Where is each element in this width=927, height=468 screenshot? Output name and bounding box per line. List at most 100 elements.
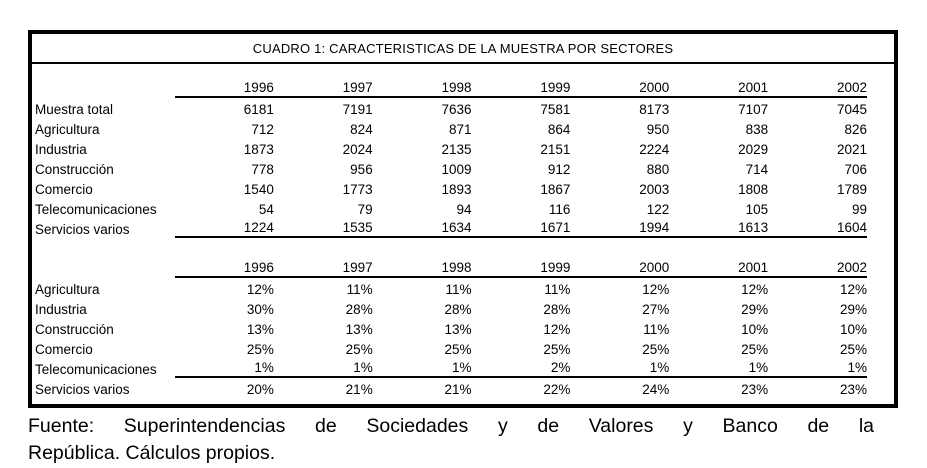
value-cell: 25%: [642, 341, 670, 357]
counts-section: 1996 1997 1998 1999 2000 2001 2002 Muestra tota…: [35, 78, 867, 238]
value-cell: 1773: [342, 181, 373, 197]
source-note-line-1: Fuente: Superintendencias de Sociedades …: [28, 415, 874, 437]
table-row: Agricultura 12% 11% 11% 11% 12% 12% 12%: [35, 278, 867, 298]
year-header-cell: 1999: [471, 78, 571, 98]
year-header-cell: 1998: [372, 78, 472, 98]
table-title: CUADRO 1: CARACTERISTICAS DE LA MUESTRA …: [32, 34, 894, 64]
value-cell: 29%: [839, 301, 867, 317]
value-cell: 25%: [345, 341, 373, 357]
year-header-cell: 1996: [175, 78, 274, 98]
value-cell: 25%: [246, 341, 274, 357]
value-cell: 6181: [243, 101, 274, 117]
row-label: Comercio: [35, 181, 93, 197]
value-cell: 13%: [345, 321, 373, 337]
table-row: Telecomunicaciones 54 79 94 116 122 105 99: [35, 198, 867, 218]
value-cell: 1873: [243, 141, 274, 157]
value-cell: 54: [258, 201, 274, 217]
value-cell: 2029: [738, 141, 769, 157]
year-header-cell: 2001: [669, 78, 769, 98]
value-cell: 28%: [345, 301, 373, 317]
year-header-cell: 1998: [372, 258, 472, 278]
year-header-row: 1996 1997 1998 1999 2000 2001 2002: [35, 258, 867, 278]
value-cell: 956: [350, 161, 373, 177]
value-cell: 122: [646, 201, 670, 217]
value-cell: 7581: [540, 101, 571, 117]
value-cell: 950: [646, 121, 670, 137]
value-cell: 25%: [444, 341, 472, 357]
value-cell: 21%: [345, 381, 373, 397]
value-cell: 10%: [741, 321, 769, 337]
year-header-cell: 1997: [273, 78, 373, 98]
table-row: Comercio 25% 25% 25% 25% 25% 25% 25%: [35, 338, 867, 358]
value-cell: 1%: [669, 358, 769, 378]
year-header-spacer: [35, 258, 175, 278]
value-cell: 2021: [836, 141, 867, 157]
source-note-line-2: República. Cálculos propios.: [28, 442, 276, 464]
year-header-cell: 1996: [175, 258, 274, 278]
value-cell: 1613: [669, 218, 769, 238]
value-cell: 1893: [441, 181, 472, 197]
value-cell: 2%: [471, 358, 571, 378]
value-cell: 23%: [741, 381, 769, 397]
value-cell: 23%: [839, 381, 867, 397]
value-cell: 880: [646, 161, 670, 177]
table-row: Agricultura 712 824 871 864 950 838 826: [35, 118, 867, 138]
value-cell: 838: [745, 121, 769, 137]
value-cell: 1%: [570, 358, 670, 378]
value-cell: 79: [357, 201, 373, 217]
year-header-cell: 2000: [570, 258, 670, 278]
value-cell: 1535: [273, 218, 373, 238]
value-cell: 105: [745, 201, 769, 217]
value-cell: 2151: [540, 141, 571, 157]
table-frame: CUADRO 1: CARACTERISTICAS DE LA MUESTRA …: [28, 30, 898, 408]
value-cell: 824: [350, 121, 373, 137]
value-cell: 1%: [768, 358, 867, 378]
value-cell: 28%: [543, 301, 571, 317]
table-row: Muestra total 6181 7191 7636 7581 8173 7107 704…: [35, 98, 867, 118]
value-cell: 12%: [246, 281, 274, 297]
table-row: Servicios varios 20% 21% 21% 22% 24% 23% 23%: [35, 378, 867, 398]
table-row: Construcción 778 956 1009 912 880 714 706: [35, 158, 867, 178]
value-cell: 99: [851, 201, 867, 217]
row-label: Industria: [35, 141, 87, 157]
table-row: Servicios varios 1224 1535 1634 1671 1994 1613…: [35, 218, 867, 238]
value-cell: 1%: [175, 358, 274, 378]
value-cell: 8173: [639, 101, 670, 117]
year-header-row: 1996 1997 1998 1999 2000 2001 2002: [35, 78, 867, 98]
value-cell: 1867: [540, 181, 571, 197]
value-cell: 864: [547, 121, 571, 137]
value-cell: 712: [251, 121, 274, 137]
value-cell: 1540: [243, 181, 274, 197]
value-cell: 29%: [741, 301, 769, 317]
value-cell: 12%: [543, 321, 571, 337]
value-cell: 94: [456, 201, 472, 217]
row-label: Industria: [35, 301, 87, 317]
year-header-cell: 1997: [273, 258, 373, 278]
value-cell: 2224: [639, 141, 670, 157]
table-row: Telecomunicaciones 1% 1% 1% 2% 1% 1% 1%: [35, 358, 867, 378]
value-cell: 2135: [441, 141, 472, 157]
value-cell: 1%: [273, 358, 373, 378]
value-cell: 116: [548, 201, 571, 217]
row-label: Construcción: [35, 161, 114, 177]
value-cell: 1671: [471, 218, 571, 238]
value-cell: 778: [251, 161, 274, 177]
value-cell: 20%: [246, 381, 274, 397]
value-cell: 28%: [444, 301, 472, 317]
value-cell: 21%: [444, 381, 472, 397]
value-cell: 12%: [839, 281, 867, 297]
year-header-cell: 2002: [768, 78, 867, 98]
value-cell: 12%: [741, 281, 769, 297]
value-cell: 25%: [543, 341, 571, 357]
value-cell: 7636: [441, 101, 472, 117]
value-cell: 714: [745, 161, 769, 177]
source-note: Fuente: Superintendencias de Sociedades …: [28, 413, 874, 467]
row-label: Muestra total: [35, 101, 114, 117]
table-row: Comercio 1540 1773 1893 1867 2003 1808 1789: [35, 178, 867, 198]
value-cell: 7191: [342, 101, 373, 117]
table-row: Construcción 13% 13% 13% 12% 11% 10% 10%: [35, 318, 867, 338]
row-label: Telecomunicaciones: [35, 201, 157, 217]
percentages-section: 1996 1997 1998 1999 2000 2001 2002 Agricultura 1…: [35, 258, 867, 398]
row-label: Telecomunicaciones: [35, 361, 157, 377]
